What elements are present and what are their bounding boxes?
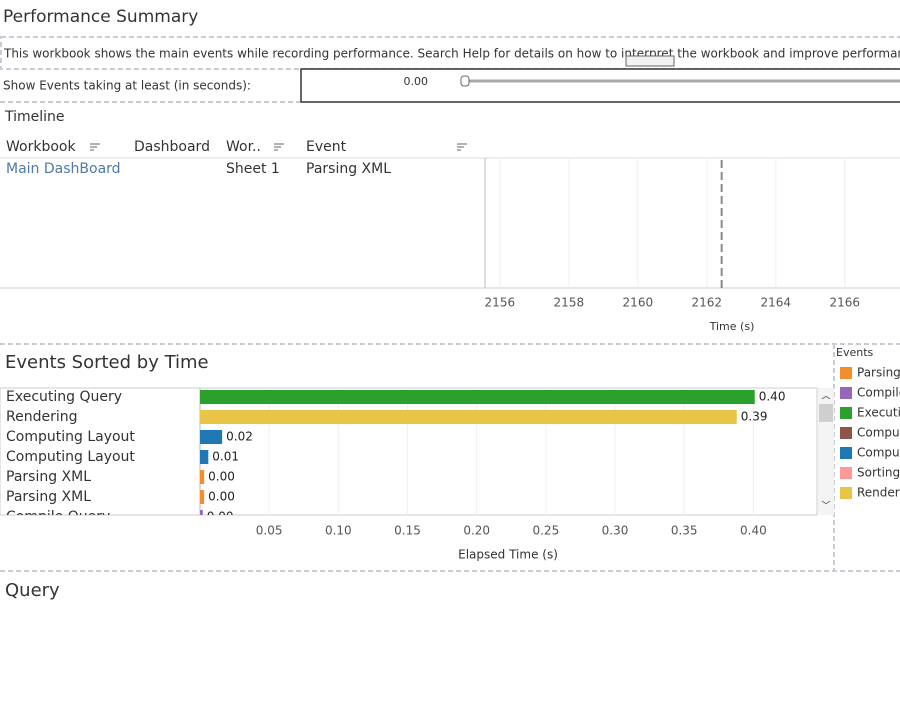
legend-label: Executi (857, 406, 900, 420)
x-tick-label: 0.10 (325, 524, 352, 538)
workbook-link: Main DashBoard (6, 161, 121, 177)
x-tick-label: 0.15 (394, 524, 421, 538)
legend-swatch (840, 487, 852, 499)
title: Performance Summary (3, 7, 198, 27)
events-title: Events Sorted by Time (5, 352, 209, 373)
x-axis-label: Elapsed Time (s) (458, 548, 558, 562)
x-axis-label: Time (s) (709, 320, 755, 333)
value-label: 0.00 (207, 510, 234, 524)
timeline-title: Timeline (4, 109, 65, 125)
legend-swatch (840, 367, 852, 379)
x-tick-label: 0.35 (671, 524, 698, 538)
x-tick-label: 2162 (692, 296, 723, 310)
x-tick-label: 0.40 (740, 524, 767, 538)
legend-label: Comput (857, 446, 900, 460)
legend-label: Sorting (857, 466, 900, 480)
bar (200, 450, 209, 464)
x-tick-label: 2156 (485, 296, 516, 310)
column-header: Dashboard (134, 139, 210, 155)
legend-swatch (840, 447, 852, 459)
legend-swatch (840, 387, 852, 399)
event: Parsing XML (306, 161, 391, 177)
filter-label: Show Events taking at least (in seconds)… (3, 79, 251, 93)
value-label: 0.02 (226, 430, 253, 444)
bar (200, 390, 755, 404)
column-header: Event (306, 139, 347, 155)
x-tick-label: 2164 (761, 296, 792, 310)
x-tick-label: 0.25 (532, 524, 559, 538)
category-label: Parsing XML (6, 469, 91, 485)
category-label: Parsing XML (6, 489, 91, 505)
column-header: Wor.. (226, 139, 261, 155)
legend-swatch (840, 467, 852, 479)
bar (200, 430, 223, 444)
filter-box[interactable] (300, 68, 900, 103)
x-tick-label: 0.20 (463, 524, 490, 538)
bar (200, 510, 203, 515)
filter-value: 0.00 (404, 75, 429, 88)
slider-thumb[interactable] (460, 75, 470, 87)
legend-title: Events (836, 346, 874, 359)
list-frame (0, 387, 818, 516)
legend-label: Parsing (857, 366, 900, 380)
description-box (0, 36, 900, 70)
category-label: Computing Layout (6, 449, 135, 465)
legend-label: Comput (857, 426, 900, 440)
scroll-down[interactable]: ﹀ (821, 501, 830, 512)
value-label: 0.39 (741, 410, 768, 424)
bar (200, 490, 205, 504)
scroll-thumb[interactable] (819, 404, 833, 422)
category-label: Compile Query (6, 509, 110, 525)
value-label: 0.00 (208, 490, 235, 504)
x-tick-label: 0.05 (256, 524, 283, 538)
bar-list: Executing Query 0.40 Rendering 0.39 Computin… (6, 388, 786, 525)
value-label: 0.00 (208, 470, 235, 484)
column-header: Workbook (6, 139, 76, 155)
category-label: Rendering (6, 409, 78, 425)
handle[interactable] (625, 55, 675, 67)
x-tick-label: 2158 (554, 296, 585, 310)
x-tick-label: 2166 (830, 296, 861, 310)
x-tick-label: 2160 (623, 296, 654, 310)
bar (200, 470, 205, 484)
legend-label: Compile (857, 386, 900, 400)
query-title: Query (5, 580, 60, 601)
bar (200, 410, 737, 424)
legend-label: Renderi (857, 486, 900, 500)
value-label: 0.40 (759, 390, 786, 404)
legend-swatch (840, 407, 852, 419)
category-label: Executing Query (6, 389, 122, 405)
value-label: 0.01 (212, 450, 239, 464)
legend-swatch (840, 427, 852, 439)
scroll-up[interactable]: ︿ (821, 392, 830, 402)
description: This workbook shows the main events whil… (3, 47, 900, 61)
worksheet: Sheet 1 (226, 161, 280, 177)
x-tick-label: 0.30 (602, 524, 629, 538)
category-label: Computing Layout (6, 429, 135, 445)
